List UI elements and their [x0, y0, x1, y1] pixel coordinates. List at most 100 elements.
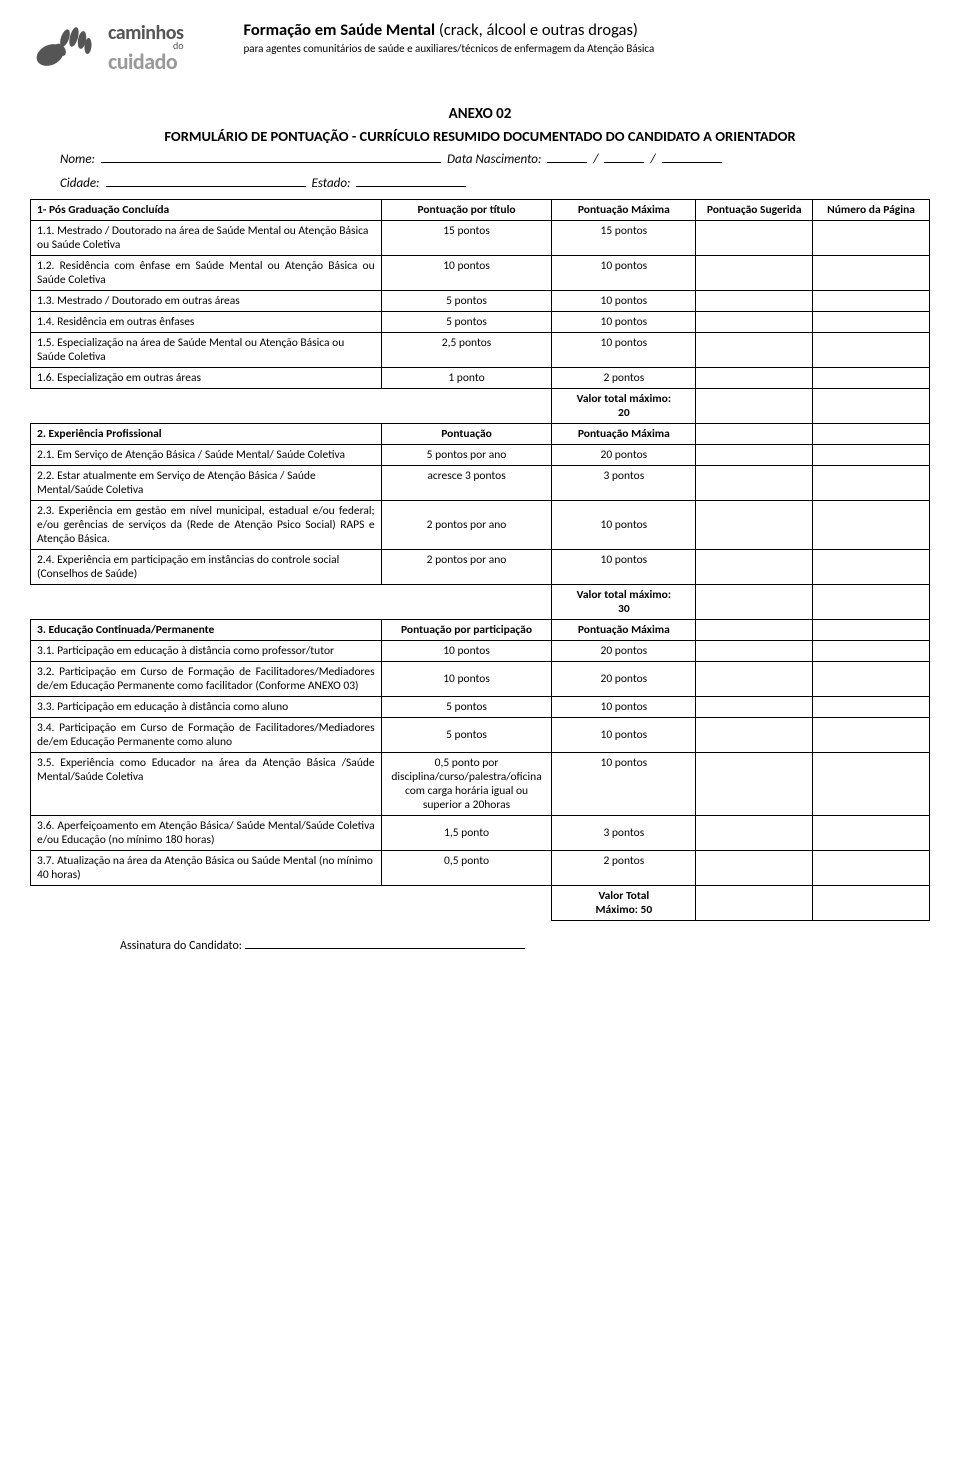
sec1-r4-p3[interactable] — [696, 312, 813, 333]
sec3-r5-d: 3.5. Experiência como Educador na área d… — [31, 753, 382, 816]
sec1-r1-p4[interactable] — [813, 221, 930, 256]
sec1-r1-d: 1.1. Mestrado / Doutorado na área de Saú… — [31, 221, 382, 256]
signature-label: Assinatura do Candidato: — [120, 939, 242, 953]
form-title: FORMULÁRIO DE PONTUAÇÃO - CURRÍCULO RESU… — [30, 127, 930, 145]
estado-field[interactable] — [356, 173, 466, 187]
sec1-r4-p4[interactable] — [813, 312, 930, 333]
sec3-total-cell: Valor Total Máximo: 50 — [552, 886, 696, 921]
sec1-r3-p4[interactable] — [813, 291, 930, 312]
sec2-r1-p3[interactable] — [696, 445, 813, 466]
sec3-r6-d: 3.6. Aperfeiçoamento em Atenção Básica/ … — [31, 816, 382, 851]
sec3-row-1: 3.1. Participação em educação à distânci… — [31, 641, 930, 662]
sub-title: para agentes comunitários de saúde e aux… — [244, 42, 930, 55]
sec3-r6-p2: 3 pontos — [552, 816, 696, 851]
sec3-total-p3[interactable] — [696, 886, 813, 921]
sec3-r1-p4[interactable] — [813, 641, 930, 662]
sec2-r4-d: 2.4. Experiência em participação em inst… — [31, 550, 382, 585]
sec2-total-cell: Valor total máximo: 30 — [552, 585, 696, 620]
sec1-total-p3[interactable] — [696, 389, 813, 424]
sec3-r7-d: 3.7. Atualização na área da Atenção Bási… — [31, 851, 382, 886]
sec2-total-val: 30 — [618, 602, 630, 616]
sec2-r3-p2: 10 pontos — [552, 501, 696, 550]
sec3-r5-p4[interactable] — [813, 753, 930, 816]
sec2-r3-p4[interactable] — [813, 501, 930, 550]
sec3-r3-p4[interactable] — [813, 697, 930, 718]
main-title-bold: Formação em Saúde Mental — [244, 20, 436, 40]
data-day-field[interactable] — [547, 149, 587, 163]
sec1-r6-p1: 1 ponto — [381, 368, 552, 389]
sec1-row-4: 1.4. Residência em outras ênfases 5 pont… — [31, 312, 930, 333]
sec3-r1-p3[interactable] — [696, 641, 813, 662]
sec3-r3-p2: 10 pontos — [552, 697, 696, 718]
sec3-r7-p4[interactable] — [813, 851, 930, 886]
sec3-r6-p4[interactable] — [813, 816, 930, 851]
sec2-r4-p2: 10 pontos — [552, 550, 696, 585]
sec3-r2-p2: 20 pontos — [552, 662, 696, 697]
sec2-total-p3[interactable] — [696, 585, 813, 620]
sec3-r2-d: 3.2. Participação em Curso de Formação d… — [31, 662, 382, 697]
sec2-r2-p3[interactable] — [696, 466, 813, 501]
sec1-total-val: 20 — [618, 406, 630, 420]
sec3-r3-p1: 5 pontos — [381, 697, 552, 718]
sec1-total-cell: Valor total máximo: 20 — [552, 389, 696, 424]
sec3-r4-d: 3.4. Participação em Curso de Formação d… — [31, 718, 382, 753]
sec3-r4-p4[interactable] — [813, 718, 930, 753]
sec2-r4-p1: 2 pontos por ano — [381, 550, 552, 585]
sec3-row-2: 3.2. Participação em Curso de Formação d… — [31, 662, 930, 697]
data-year-field[interactable] — [662, 149, 722, 163]
sec2-r4-p3[interactable] — [696, 550, 813, 585]
sec2-r4-p4[interactable] — [813, 550, 930, 585]
sec1-r5-d: 1.5. Especialização na área de Saúde Men… — [31, 333, 382, 368]
data-month-field[interactable] — [604, 149, 644, 163]
sec3-r2-p4[interactable] — [813, 662, 930, 697]
cidade-field[interactable] — [106, 173, 306, 187]
sec1-r6-d: 1.6. Especialização em outras áreas — [31, 368, 382, 389]
sec3-row-7: 3.7. Atualização na área da Atenção Bási… — [31, 851, 930, 886]
sec2-r1-p4[interactable] — [813, 445, 930, 466]
sec3-h3 — [696, 620, 813, 641]
sec1-r2-p4[interactable] — [813, 256, 930, 291]
sec2-header-row: 2. Experiência Profissional Pontuação Po… — [31, 424, 930, 445]
sec3-r6-p3[interactable] — [696, 816, 813, 851]
nome-field[interactable] — [101, 149, 441, 163]
sec1-row-2: 1.2. Residência com ênfase em Saúde Ment… — [31, 256, 930, 291]
slash-2: / — [650, 152, 655, 167]
slash-1: / — [593, 152, 598, 167]
hand-icon — [30, 20, 100, 75]
sec1-r4-d: 1.4. Residência em outras ênfases — [31, 312, 382, 333]
sec2-h4 — [813, 424, 930, 445]
sec1-header-row: 1- Pós Graduação Concluída Pontuação por… — [31, 200, 930, 221]
sec2-total-p4[interactable] — [813, 585, 930, 620]
sec3-r4-p1: 5 pontos — [381, 718, 552, 753]
sec3-r4-p3[interactable] — [696, 718, 813, 753]
sec1-r2-p3[interactable] — [696, 256, 813, 291]
signature-field[interactable] — [245, 935, 525, 949]
sec2-r3-p3[interactable] — [696, 501, 813, 550]
sec3-h4 — [813, 620, 930, 641]
sec1-r1-p3[interactable] — [696, 221, 813, 256]
sec1-total-p4[interactable] — [813, 389, 930, 424]
sec3-h2: Pontuação Máxima — [552, 620, 696, 641]
sec1-r5-p3[interactable] — [696, 333, 813, 368]
sec3-r2-p1: 10 pontos — [381, 662, 552, 697]
sec1-row-6: 1.6. Especialização em outras áreas 1 po… — [31, 368, 930, 389]
cidade-label: Cidade: — [60, 176, 100, 191]
scoring-table: 1- Pós Graduação Concluída Pontuação por… — [30, 199, 930, 921]
sec3-total: Valor Total Máximo: 50 — [31, 886, 930, 921]
sec3-total-p4[interactable] — [813, 886, 930, 921]
sec3-r2-p3[interactable] — [696, 662, 813, 697]
sec2-r2-p4[interactable] — [813, 466, 930, 501]
sec1-r2-p2: 10 pontos — [552, 256, 696, 291]
sec1-r6-p3[interactable] — [696, 368, 813, 389]
sec3-total-label: Valor Total — [598, 889, 649, 903]
sec2-r3-d: 2.3. Experiência em gestão em nível muni… — [31, 501, 382, 550]
sec3-r5-p3[interactable] — [696, 753, 813, 816]
sec1-r2-d: 1.2. Residência com ênfase em Saúde Ment… — [31, 256, 382, 291]
sec1-r3-p3[interactable] — [696, 291, 813, 312]
sec3-r7-p3[interactable] — [696, 851, 813, 886]
nome-label: Nome: — [60, 152, 95, 167]
sec3-header-row: 3. Educação Continuada/Permanente Pontua… — [31, 620, 930, 641]
sec1-r6-p4[interactable] — [813, 368, 930, 389]
sec1-r5-p4[interactable] — [813, 333, 930, 368]
sec3-r3-p3[interactable] — [696, 697, 813, 718]
